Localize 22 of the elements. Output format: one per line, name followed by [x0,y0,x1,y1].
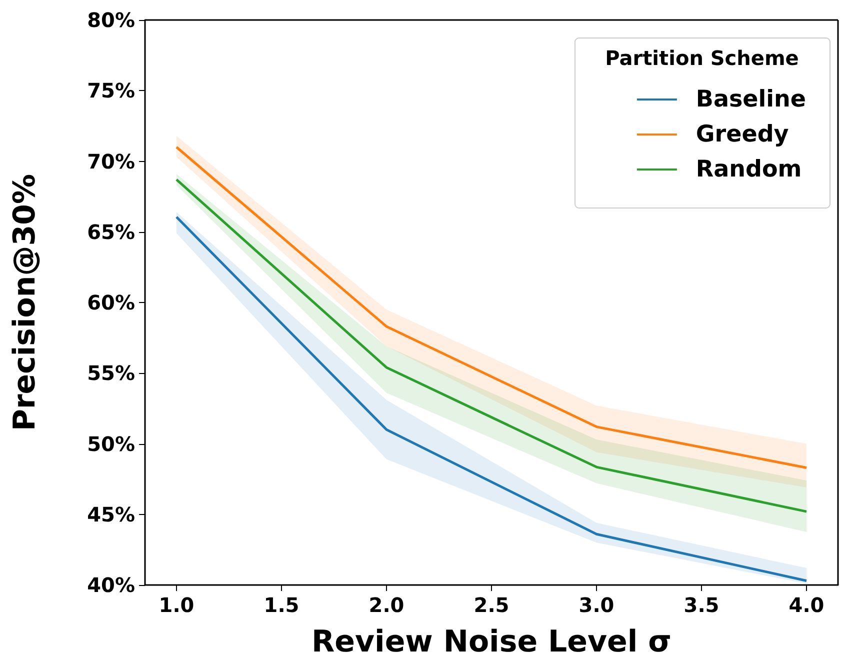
legend-label: Baseline [696,86,806,112]
legend-label: Greedy [696,122,789,148]
x-tick-label: 1.5 [264,593,300,617]
y-tick-label: 75% [87,78,135,103]
y-tick-label: 50% [87,432,135,456]
y-tick-label: 65% [87,220,135,244]
y-tick-label: 40% [87,573,135,597]
y-axis-title: Precision@30% [8,174,42,432]
x-tick-label: 2.0 [368,593,404,617]
y-tick-label: 70% [87,149,135,174]
legend-title: Partition Scheme [605,46,799,70]
y-tick-label: 55% [87,361,135,386]
legend-label: Random [696,156,802,182]
x-tick-label: 4.0 [788,593,824,617]
x-tick-label: 1.0 [158,593,194,617]
y-tick-label: 80% [87,8,135,32]
y-tick-label: 60% [87,290,135,314]
x-axis-title: Review Noise Level σ [312,624,672,660]
x-tick-label: 2.5 [474,593,510,617]
x-tick-label: 3.0 [578,593,614,617]
x-tick-label: 3.5 [684,593,720,617]
y-tick-label: 45% [87,502,135,526]
